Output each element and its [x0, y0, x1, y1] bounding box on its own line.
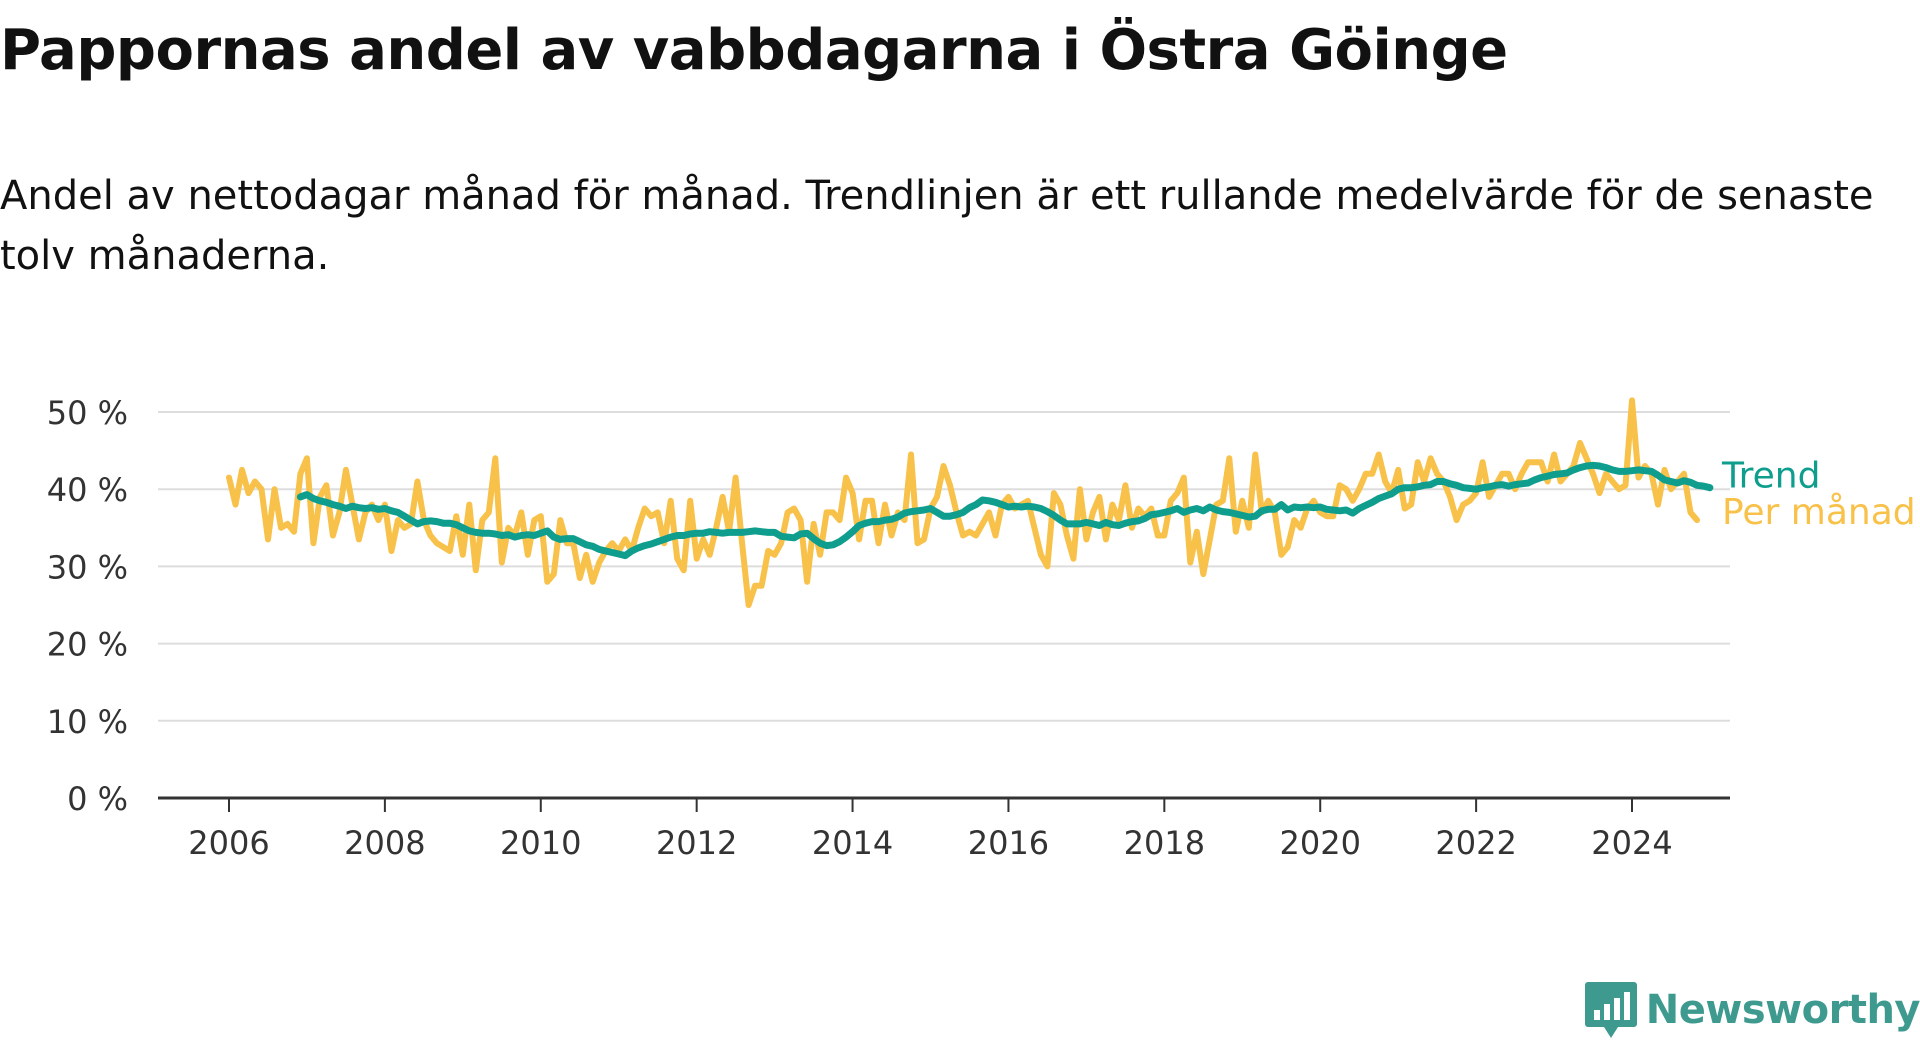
x-tick-label: 2018 [1124, 824, 1205, 862]
chart-title: Pappornas andel av vabbdagarna i Östra G… [0, 18, 1508, 83]
y-tick-label: 50 % [47, 394, 128, 432]
x-tick-label: 2012 [656, 824, 737, 862]
y-tick-label: 10 % [47, 703, 128, 741]
x-tick-label: 2014 [812, 824, 893, 862]
y-tick-label: 20 % [47, 626, 128, 664]
y-tick-label: 30 % [47, 548, 128, 586]
x-tick-label: 2022 [1435, 824, 1516, 862]
y-tick-label: 0 % [67, 780, 128, 818]
gridlines [158, 411, 1730, 722]
trend-line [296, 461, 1714, 560]
newsworthy-logo: Newsworthy [1584, 980, 1920, 1040]
x-axis: 2006 2008 2010 2012 2014 2016 2018 2020 2022 2024 [158, 796, 1730, 862]
x-tick-label: 2020 [1280, 824, 1361, 862]
y-axis: 0 % 10 % 20 % 30 % 40 % 50 % [47, 394, 128, 818]
bar-chart-icon [1584, 982, 1637, 1038]
x-tick-label: 2024 [1591, 824, 1672, 862]
monthly-label: Per månad [1722, 492, 1916, 533]
chart-subtitle: Andel av nettodagar månad för månad. Tre… [0, 173, 1874, 279]
x-tick-label: 2010 [500, 824, 581, 862]
brand-name: Newsworthy [1645, 987, 1920, 1033]
trend-label: Trend [1721, 456, 1821, 497]
series-lines [226, 397, 1714, 608]
x-tick-label: 2006 [188, 824, 269, 862]
monthly-line [226, 397, 1700, 608]
x-tick-label: 2016 [968, 824, 1049, 862]
y-tick-label: 40 % [47, 471, 128, 509]
x-tick-label: 2008 [344, 824, 425, 862]
